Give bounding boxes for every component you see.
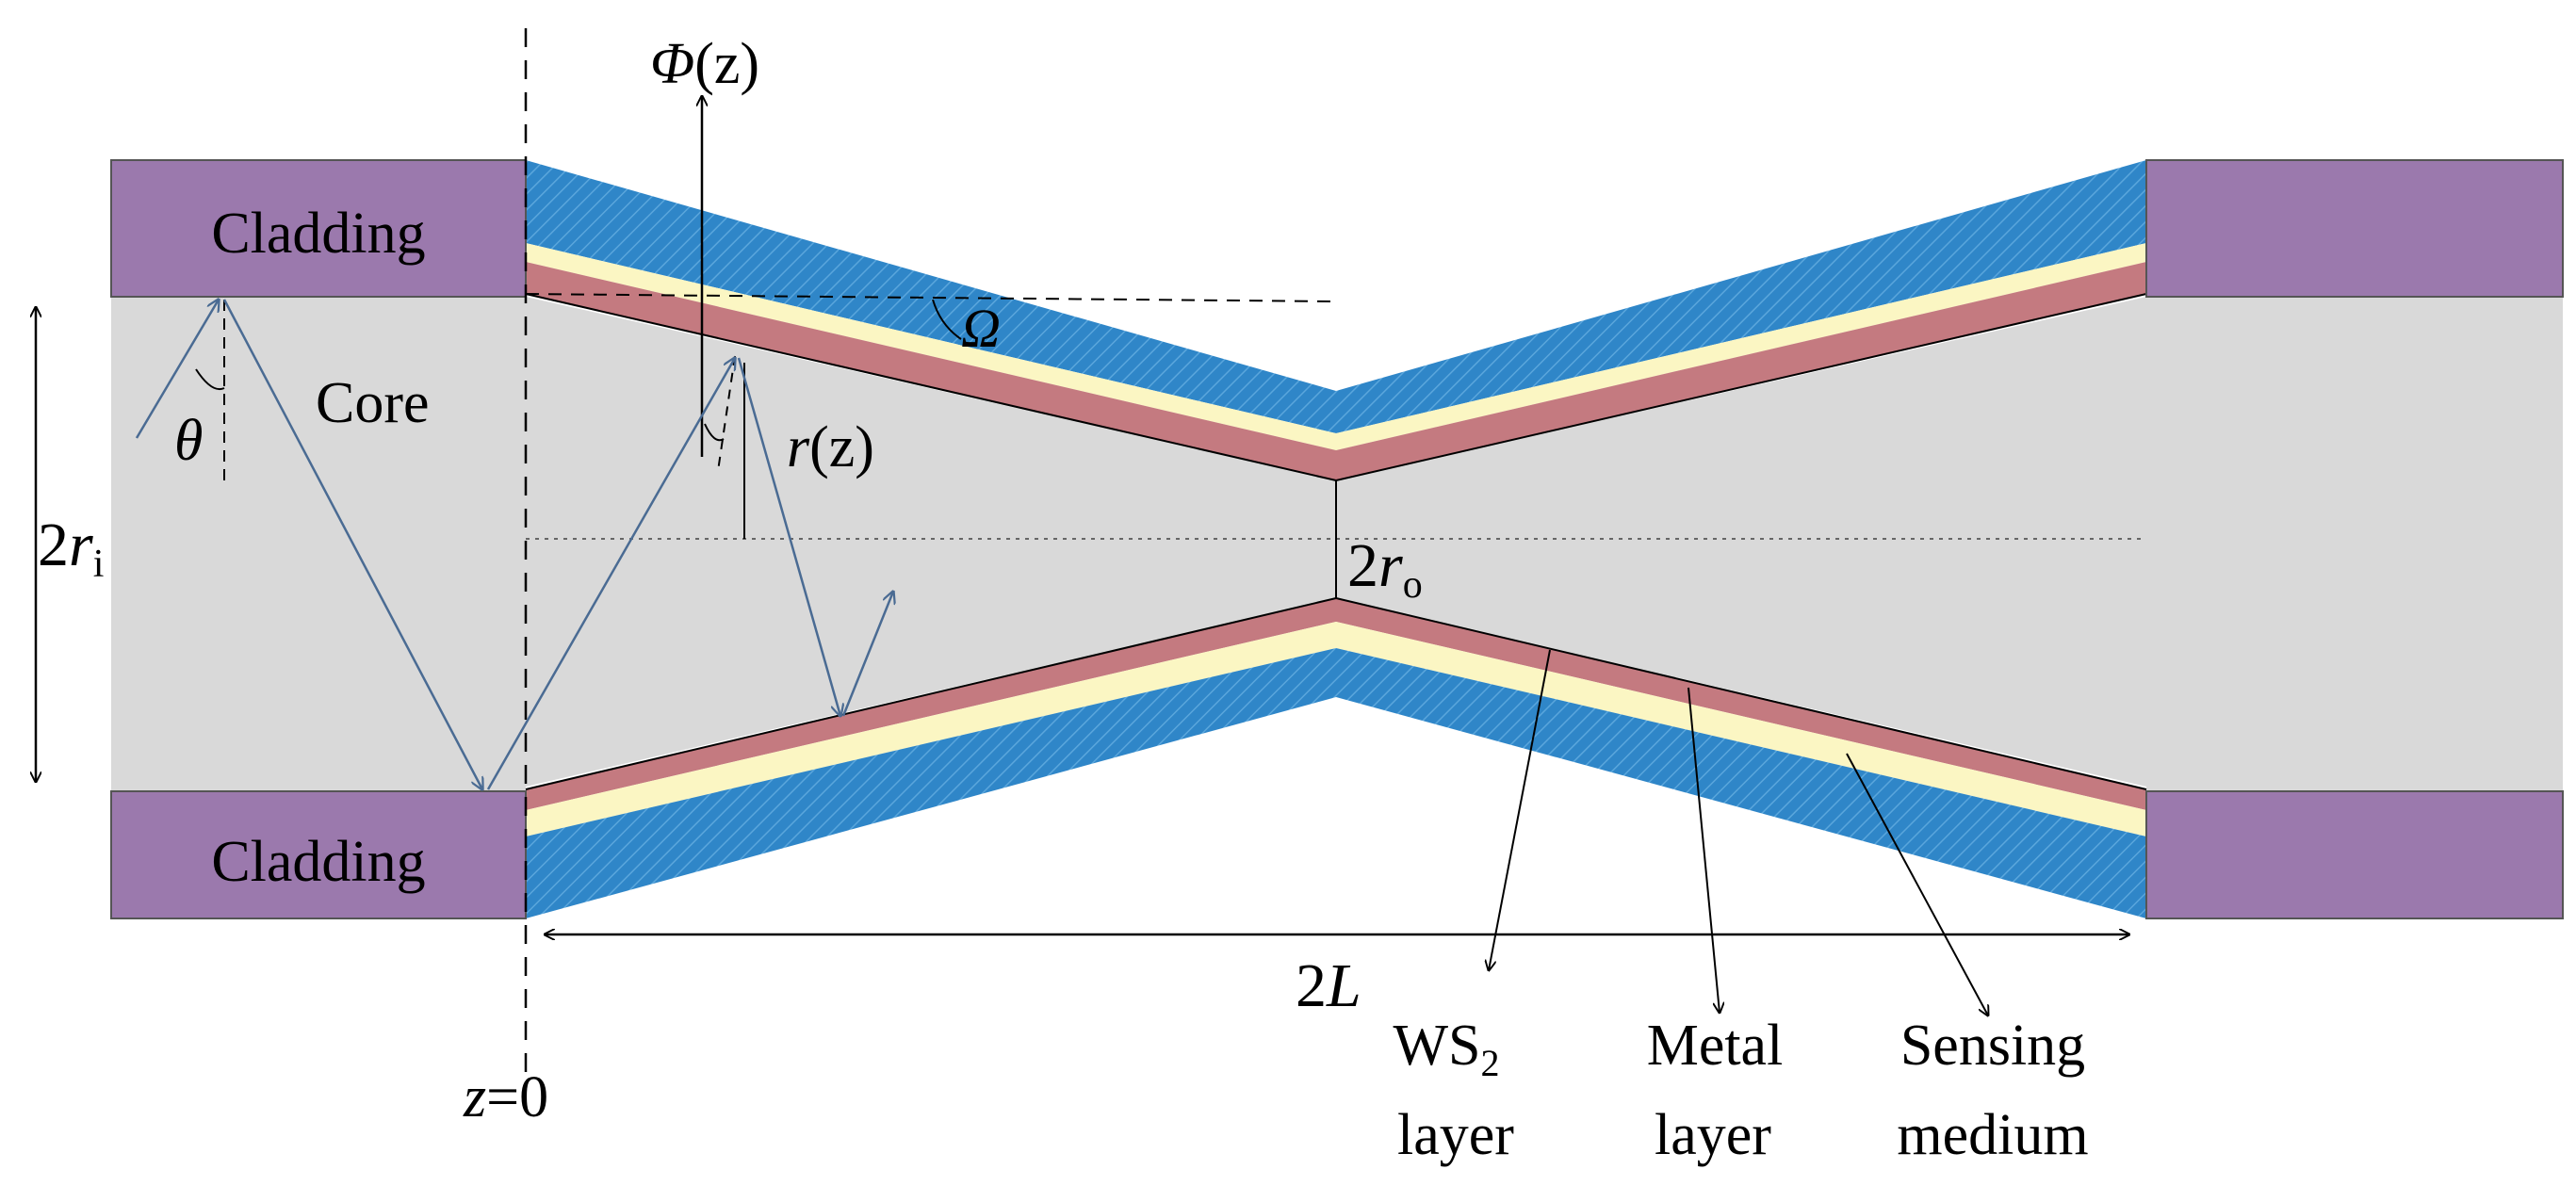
sensing-medium-label: Sensing	[1900, 1014, 2085, 1078]
sensing-medium-label-line2: medium	[1897, 1103, 2088, 1167]
layers-bottom-left	[525, 597, 1337, 918]
two-ri-label: 2ri	[38, 511, 104, 586]
layers-bottom-right	[1335, 597, 2147, 918]
theta-label: θ	[174, 409, 203, 473]
layers-top-left	[525, 160, 1337, 481]
cladding-bottom-right	[2145, 790, 2564, 919]
metal-layer-label-line2: layer	[1655, 1103, 1771, 1167]
reflection-angle-arc	[704, 423, 725, 442]
core-label: Core	[316, 371, 430, 435]
two-ro-label: 2ro	[1347, 531, 1423, 607]
omega-arc	[932, 299, 962, 340]
omega-label: Ω	[961, 298, 1001, 359]
cladding-bottom-label: Cladding	[211, 830, 425, 894]
z-zero-label: z=0	[463, 1065, 548, 1129]
theta-arc	[195, 368, 225, 390]
cladding-top-label: Cladding	[211, 202, 425, 266]
core-region	[111, 297, 2563, 791]
cladding-blocks	[110, 159, 2564, 919]
ws2-layer-label-line2: layer	[1397, 1103, 1514, 1167]
layers-top-right	[1335, 160, 2147, 481]
layer-pointer-arrows	[1489, 649, 1988, 1015]
light-rays	[135, 300, 893, 789]
cladding-bottom-left	[110, 790, 527, 919]
cladding-top-left	[110, 159, 527, 298]
cladding-top-right	[2145, 159, 2564, 298]
ws2-layer-label: WS2	[1394, 1014, 1500, 1084]
reflection-normal-line	[717, 355, 736, 472]
phi-label: Φ(z)	[650, 32, 759, 96]
two-L-label: 2L	[1296, 951, 1361, 1020]
r-of-z-label: r(z)	[787, 415, 874, 479]
metal-layer-label: Metal	[1647, 1014, 1784, 1078]
